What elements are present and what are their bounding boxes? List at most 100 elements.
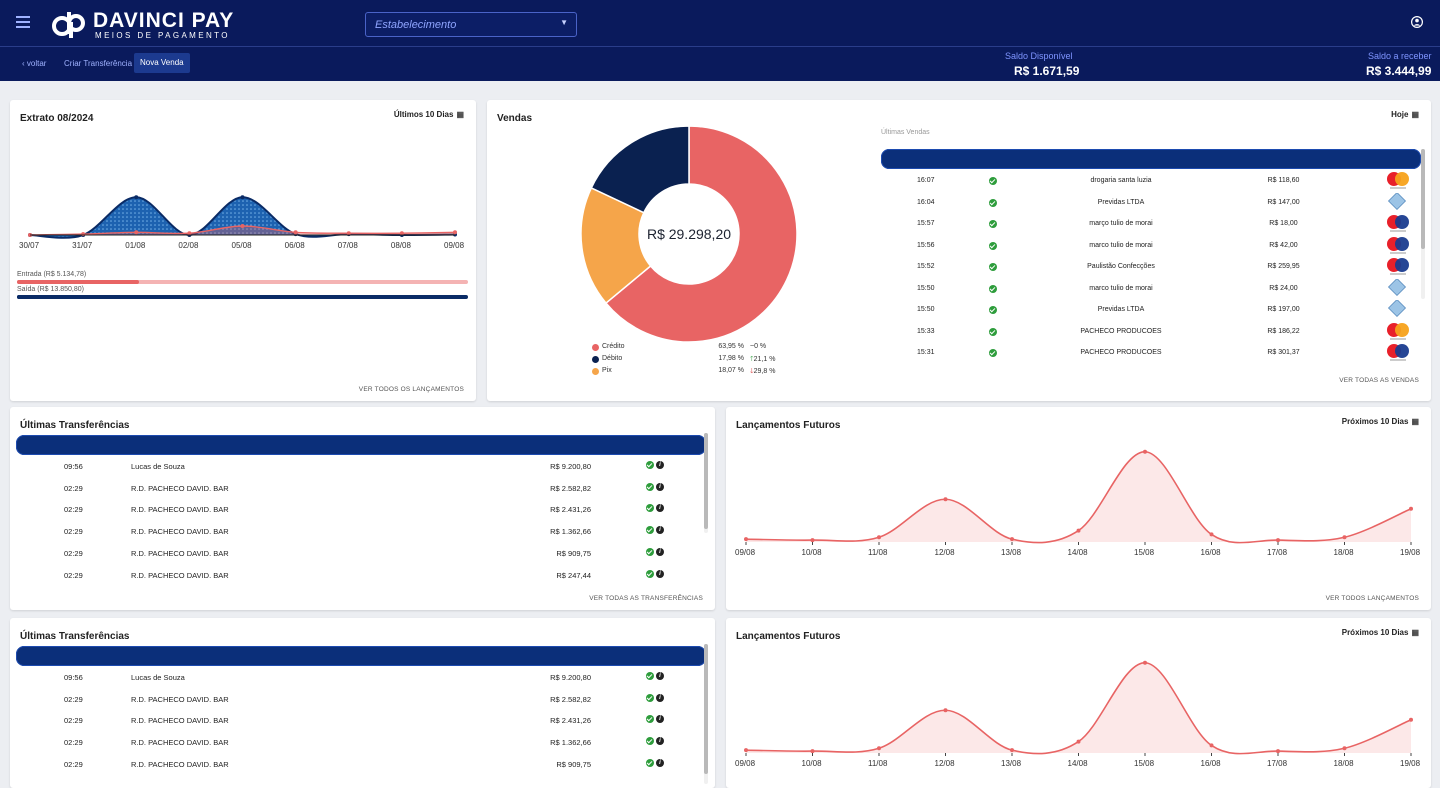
extrato-period-selector[interactable]: Últimos 10 Dias ▦ xyxy=(394,110,464,119)
check-circle-icon xyxy=(989,284,997,293)
info-icon[interactable]: i xyxy=(656,737,664,746)
transfer-value: R$ 2.431,26 xyxy=(550,716,591,726)
transfer-row[interactable]: 02:29 R.D. PACHECO DAVID. BAR R$ 2.582,82 i xyxy=(26,478,716,498)
future-tick-label: 19/08 xyxy=(1400,759,1421,768)
sale-value: R$ 24,00 xyxy=(1269,284,1298,292)
user-icon[interactable] xyxy=(1411,16,1423,28)
donut-slice-crédito[interactable] xyxy=(604,125,798,343)
pix-icon xyxy=(1387,278,1407,296)
future-tick-label: 14/08 xyxy=(1067,548,1088,557)
info-icon[interactable]: i xyxy=(656,693,664,702)
future-entries-card-2: Lançamentos Futuros Próximos 10 Dias ▦ 09… xyxy=(726,618,1431,788)
sale-row[interactable]: 15:56 marco tulio de morai R$ 42,00 xyxy=(881,236,1421,256)
chevron-down-icon: ▼ xyxy=(560,18,568,27)
sales-scrollbar[interactable] xyxy=(1421,149,1425,299)
sale-name: marco tulio de morai xyxy=(1089,241,1153,249)
transfers-selected-row-2[interactable] xyxy=(16,646,706,666)
see-all-future-link[interactable]: VER TODOS LANÇAMENTOS xyxy=(1325,595,1419,602)
data-point xyxy=(1276,749,1280,754)
info-icon[interactable]: i xyxy=(656,526,664,535)
transfer-time: 09:56 xyxy=(64,673,83,682)
data-point xyxy=(399,231,404,236)
donut-slice-débito[interactable] xyxy=(590,125,690,214)
check-circle-icon xyxy=(646,547,654,556)
future-tick-label: 09/08 xyxy=(735,548,756,557)
info-icon[interactable]: i xyxy=(656,758,664,767)
sale-row[interactable]: 15:33 PACHECO PRODUCOES R$ 186,22 xyxy=(881,322,1421,342)
transfer-row[interactable]: 02:29 R.D. PACHECO DAVID. BAR R$ 2.582,82 i xyxy=(26,689,716,709)
last-sales-title: Últimas Vendas xyxy=(881,129,930,136)
info-icon[interactable]: i xyxy=(656,569,664,578)
future-period-selector-2[interactable]: Próximos 10 Dias ▦ xyxy=(1342,628,1419,637)
vendas-title: Vendas xyxy=(497,113,533,124)
data-point xyxy=(1342,535,1347,540)
sale-value: R$ 42,00 xyxy=(1269,241,1298,249)
see-all-sales-link[interactable]: VER TODAS AS VENDAS xyxy=(1339,377,1419,384)
maestro-icon xyxy=(1387,215,1409,232)
future-tick-label: 16/08 xyxy=(1200,548,1221,557)
info-icon[interactable]: i xyxy=(656,672,664,680)
establishment-select[interactable]: Estabelecimento ▼ xyxy=(365,12,577,37)
create-transfer-link[interactable]: Criar Transferência xyxy=(64,59,133,68)
sale-row[interactable]: 16:07 drogaria santa luzia R$ 118,60 xyxy=(881,171,1421,191)
vendas-period-selector[interactable]: Hoje ▦ xyxy=(1391,110,1419,119)
info-icon[interactable]: i xyxy=(656,715,664,724)
legend-dot xyxy=(592,344,599,351)
balance-available-label: Saldo Disponível xyxy=(1005,51,1073,61)
see-all-transfers-link[interactable]: VER TODAS AS TRANSFERÊNCIAS xyxy=(589,595,703,602)
info-icon[interactable]: i xyxy=(656,547,664,556)
sales-selected-row[interactable] xyxy=(881,149,1421,169)
transfers-scrollbar[interactable] xyxy=(704,433,708,533)
transfer-row[interactable]: 09:56 Lucas de Souza R$ 9.200,80 i xyxy=(26,456,716,476)
sale-row[interactable]: 15:50 Previdas LTDA R$ 197,00 xyxy=(881,300,1421,320)
future-tick-label: 18/08 xyxy=(1333,548,1354,557)
future-area xyxy=(746,662,1411,754)
sale-row[interactable]: 15:50 marco tulio de morai R$ 24,00 xyxy=(881,278,1421,299)
transfer-row[interactable]: 02:29 R.D. PACHECO DAVID. BAR R$ 247,44 i xyxy=(26,565,716,585)
back-link[interactable]: ‹ voltar xyxy=(22,59,47,68)
transfer-row[interactable]: 02:29 R.D. PACHECO DAVID. BAR R$ 909,75 i xyxy=(26,754,716,774)
hamburger-menu-icon[interactable] xyxy=(16,16,30,28)
sale-row[interactable]: 15:52 Paulistão Confecções R$ 259,95 xyxy=(881,257,1421,277)
check-circle-icon xyxy=(989,220,997,228)
data-point xyxy=(1409,506,1413,511)
info-icon[interactable]: i xyxy=(656,504,664,513)
future-chart xyxy=(744,449,1413,545)
sale-row[interactable]: 15:57 março tulio de morai R$ 18,00 xyxy=(881,214,1421,234)
data-point xyxy=(744,537,748,542)
transfer-value: R$ 2.582,82 xyxy=(550,483,591,493)
donut-slice-pix[interactable] xyxy=(580,186,652,305)
check-circle-icon xyxy=(646,693,654,702)
sales-scrollbar-thumb[interactable] xyxy=(1421,149,1425,249)
transfer-row[interactable]: 02:29 R.D. PACHECO DAVID. BAR R$ 1.362,66 i xyxy=(26,732,716,752)
transfers-scrollbar-2[interactable] xyxy=(704,644,708,784)
transfers-selected-row[interactable] xyxy=(16,435,706,455)
arrow-down-icon: 🡓 xyxy=(750,368,754,375)
future-period-selector[interactable]: Próximos 10 Dias ▦ xyxy=(1342,417,1419,426)
data-point xyxy=(1276,538,1280,543)
see-all-entries-link[interactable]: VER TODOS OS LANÇAMENTOS xyxy=(358,386,464,393)
transfers-title-2: Últimas Transferências xyxy=(20,631,130,642)
sale-name: drogaria santa luzia xyxy=(1090,177,1152,184)
transfer-row[interactable]: 02:29 R.D. PACHECO DAVID. BAR R$ 2.431,26 i xyxy=(26,499,716,519)
sale-row[interactable]: 16:04 Previdas LTDA R$ 147,00 xyxy=(881,192,1421,213)
transfer-row[interactable]: 02:29 R.D. PACHECO DAVID. BAR R$ 1.362,66 i xyxy=(26,521,716,541)
check-circle-icon xyxy=(989,306,997,314)
info-icon[interactable]: i xyxy=(656,482,664,491)
sale-row[interactable]: 15:31 PACHECO PRODUCOES R$ 301,37 xyxy=(881,343,1421,363)
transfers-scrollbar-thumb-2[interactable] xyxy=(704,644,708,774)
new-sale-button[interactable]: Nova Venda xyxy=(134,53,190,73)
transfer-value: R$ 2.431,26 xyxy=(550,505,591,515)
info-icon[interactable]: i xyxy=(656,461,664,469)
establishment-placeholder: Estabelecimento xyxy=(375,19,457,31)
data-point xyxy=(877,535,881,540)
check-circle-icon xyxy=(989,327,997,336)
legend-var: 🡓29,8 % xyxy=(750,367,790,378)
transfer-row[interactable]: 09:56 Lucas de Souza R$ 9.200,80 i xyxy=(26,667,716,687)
sale-time: 15:52 xyxy=(917,263,935,270)
future-tick-label: 15/08 xyxy=(1134,548,1155,557)
transfers-scrollbar-thumb[interactable] xyxy=(704,433,708,529)
transfer-row[interactable]: 02:29 R.D. PACHECO DAVID. BAR R$ 909,75 i xyxy=(26,543,716,563)
transfer-row[interactable]: 02:29 R.D. PACHECO DAVID. BAR R$ 2.431,26 i xyxy=(26,710,716,730)
sale-value: R$ 301,37 xyxy=(1267,349,1300,356)
